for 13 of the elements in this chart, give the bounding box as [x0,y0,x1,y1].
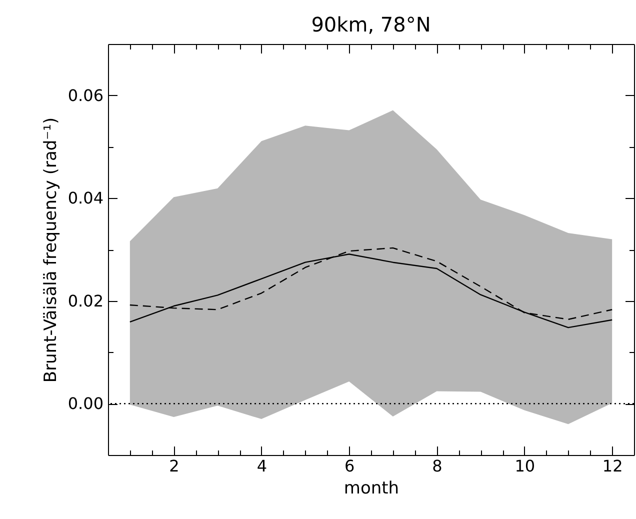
y-tick-label: 0.04 [68,188,104,208]
x-tick-label: 10 [514,456,536,476]
x-tick-label: 8 [432,456,442,476]
x-tick-label: 2 [169,456,180,476]
chart-title: 90km, 78°N [311,12,431,36]
x-tick-label: 4 [256,456,268,476]
y-tick-label: 0.00 [68,394,104,414]
y-tick-label: 0.02 [68,291,104,310]
y-axis-title: Brunt-Väisälä frequency (rad⁻¹) [40,117,61,383]
x-tick-label: 6 [344,456,355,476]
y-tick-label: 0.06 [68,86,104,105]
x-tick-label: 12 [602,456,623,476]
x-axis-title: month [344,478,400,498]
